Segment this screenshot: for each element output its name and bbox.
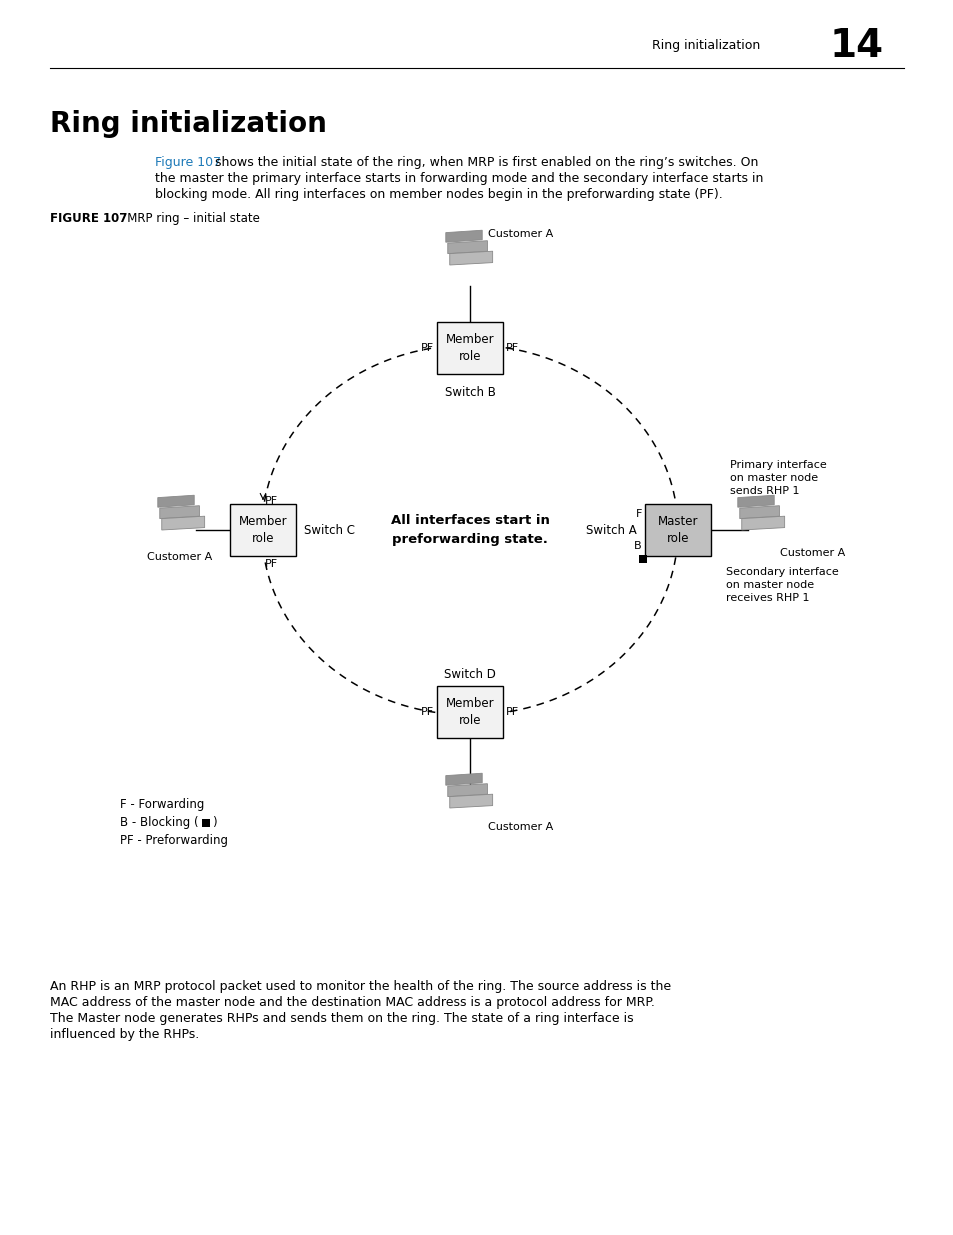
Polygon shape	[739, 505, 779, 519]
Text: Member
role: Member role	[238, 515, 287, 545]
Text: Secondary interface
on master node
receives RHP 1: Secondary interface on master node recei…	[725, 567, 838, 604]
Text: Switch C: Switch C	[304, 524, 355, 536]
Bar	[436, 685, 502, 739]
Text: Customer A: Customer A	[147, 552, 213, 562]
Text: shows the initial state of the ring, when MRP is first enabled on the ring’s swi: shows the initial state of the ring, whe…	[211, 156, 758, 169]
Bar	[639, 555, 646, 563]
Polygon shape	[737, 495, 774, 508]
Text: FIGURE 107: FIGURE 107	[50, 212, 128, 225]
Polygon shape	[447, 784, 487, 797]
Text: Member
role: Member role	[445, 697, 494, 727]
Polygon shape	[445, 230, 481, 242]
Text: Primary interface
on master node
sends RHP 1: Primary interface on master node sends R…	[729, 459, 826, 496]
Bar	[230, 504, 295, 556]
Polygon shape	[741, 516, 783, 530]
Text: B: B	[634, 541, 641, 551]
Text: An RHP is an MRP protocol packet used to monitor the health of the ring. The sou: An RHP is an MRP protocol packet used to…	[50, 981, 670, 993]
Text: B - Blocking (: B - Blocking (	[120, 816, 198, 829]
Polygon shape	[449, 251, 492, 266]
Text: the master the primary interface starts in forwarding mode and the secondary int: the master the primary interface starts …	[154, 172, 762, 185]
Text: F: F	[635, 509, 641, 519]
Text: PF: PF	[265, 559, 278, 569]
Text: Switch D: Switch D	[443, 668, 496, 680]
Text: Master
role: Master role	[657, 515, 698, 545]
Text: Figure 107: Figure 107	[154, 156, 221, 169]
Text: influenced by the RHPs.: influenced by the RHPs.	[50, 1028, 199, 1041]
Text: PF: PF	[420, 343, 434, 353]
Polygon shape	[162, 516, 205, 530]
Polygon shape	[159, 505, 199, 519]
Text: Customer A: Customer A	[780, 548, 844, 558]
Text: Switch B: Switch B	[444, 387, 495, 399]
Text: Ring initialization: Ring initialization	[651, 40, 760, 53]
Text: PF: PF	[265, 496, 278, 506]
Text: Customer A: Customer A	[488, 228, 553, 240]
Text: The Master node generates RHPs and sends them on the ring. The state of a ring i: The Master node generates RHPs and sends…	[50, 1011, 633, 1025]
Text: PF: PF	[505, 706, 518, 718]
Text: Switch A: Switch A	[586, 524, 637, 536]
Text: All interfaces start in
preforwarding state.: All interfaces start in preforwarding st…	[390, 515, 549, 546]
Text: PF: PF	[420, 706, 434, 718]
Polygon shape	[447, 241, 487, 253]
Polygon shape	[449, 794, 492, 808]
Text: MRP ring – initial state: MRP ring – initial state	[116, 212, 259, 225]
Text: Member
role: Member role	[445, 333, 494, 363]
Bar	[436, 322, 502, 374]
Text: Customer A: Customer A	[488, 823, 553, 832]
Text: MAC address of the master node and the destination MAC address is a protocol add: MAC address of the master node and the d…	[50, 995, 654, 1009]
Text: ): )	[212, 816, 216, 829]
Text: F - Forwarding: F - Forwarding	[120, 798, 204, 811]
Polygon shape	[157, 495, 194, 508]
Bar	[202, 819, 210, 827]
Text: blocking mode. All ring interfaces on member nodes begin in the preforwarding st: blocking mode. All ring interfaces on me…	[154, 188, 722, 201]
Text: 14: 14	[829, 27, 883, 65]
Bar	[644, 504, 710, 556]
Text: PF - Preforwarding: PF - Preforwarding	[120, 834, 228, 847]
Polygon shape	[445, 773, 481, 785]
Text: Ring initialization: Ring initialization	[50, 110, 327, 138]
Text: PF: PF	[505, 343, 518, 353]
